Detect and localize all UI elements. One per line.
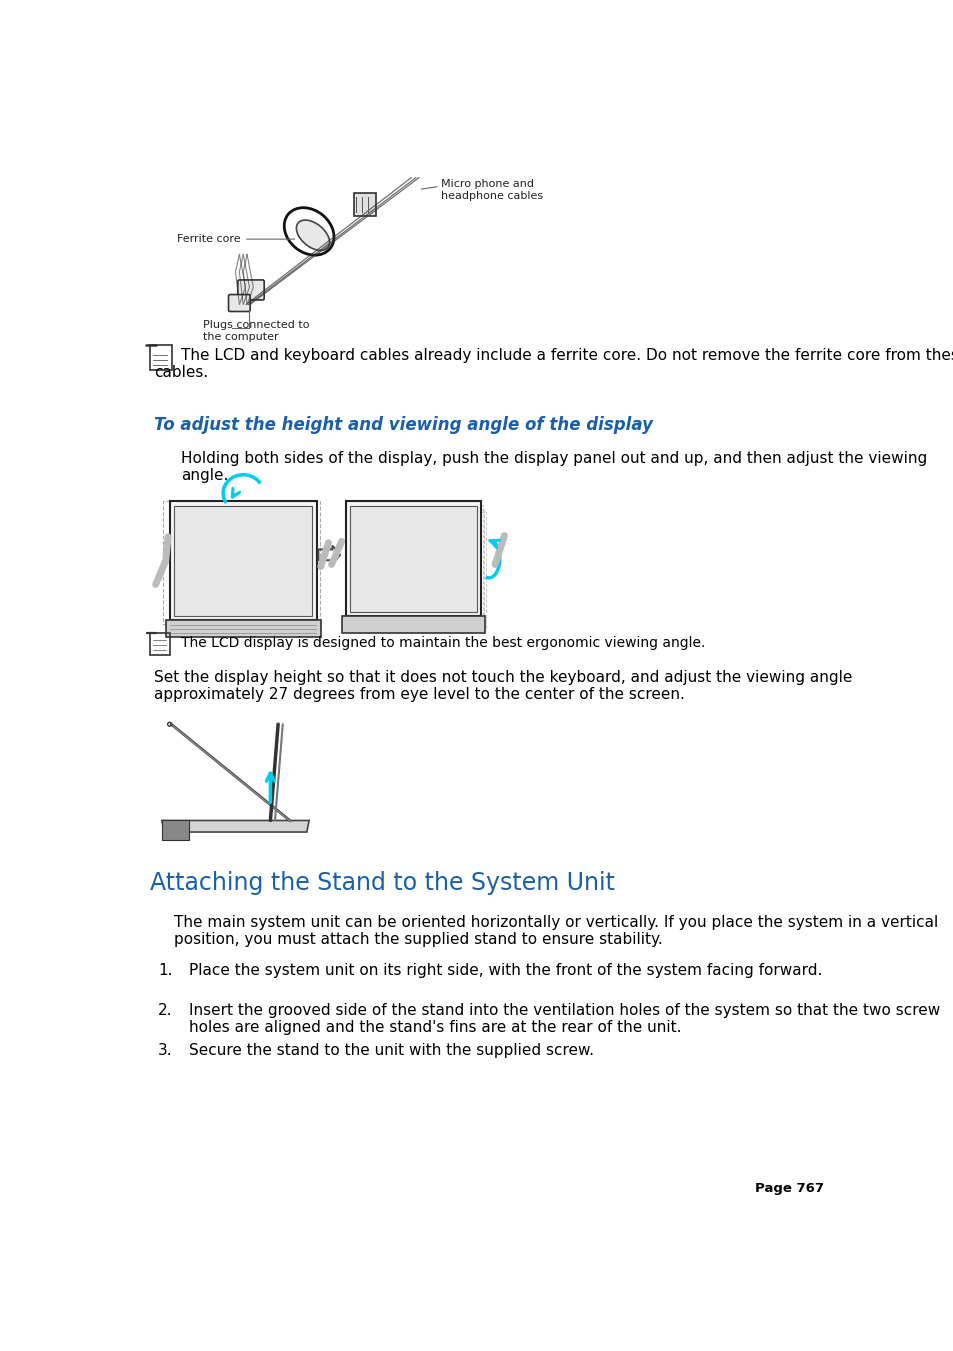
Bar xyxy=(349,505,482,620)
Bar xyxy=(350,505,476,612)
Text: position, you must attach the supplied stand to ensure stability.: position, you must attach the supplied s… xyxy=(173,932,661,947)
Text: 1.: 1. xyxy=(158,963,172,978)
Text: approximately 27 degrees from eye level to the center of the screen.: approximately 27 degrees from eye level … xyxy=(154,688,684,703)
Bar xyxy=(163,501,319,624)
Polygon shape xyxy=(162,820,309,832)
Bar xyxy=(353,508,484,624)
Text: To adjust the height and viewing angle of the display: To adjust the height and viewing angle o… xyxy=(154,416,653,434)
Ellipse shape xyxy=(296,220,330,250)
Text: Plugs connected to
the computer: Plugs connected to the computer xyxy=(203,320,309,342)
Text: The LCD display is designed to maintain the best ergonomic viewing angle.: The LCD display is designed to maintain … xyxy=(181,636,705,650)
Text: Holding both sides of the display, push the display panel out and up, and then a: Holding both sides of the display, push … xyxy=(181,451,926,466)
Bar xyxy=(345,501,480,616)
Text: Page 767: Page 767 xyxy=(754,1182,822,1196)
Text: angle.: angle. xyxy=(181,467,229,482)
Bar xyxy=(174,505,312,616)
FancyBboxPatch shape xyxy=(237,280,264,300)
Text: cables.: cables. xyxy=(154,365,208,380)
FancyBboxPatch shape xyxy=(354,193,375,216)
Bar xyxy=(162,820,189,840)
Text: Insert the grooved side of the stand into the ventilation holes of the system so: Insert the grooved side of the stand int… xyxy=(189,1002,940,1017)
Bar xyxy=(345,501,480,616)
Text: Attaching the Stand to the System Unit: Attaching the Stand to the System Unit xyxy=(150,870,615,894)
Text: 3.: 3. xyxy=(158,1043,172,1058)
Text: Micro phone and
headphone cables: Micro phone and headphone cables xyxy=(440,180,542,201)
Text: The LCD and keyboard cables already include a ferrite core. Do not remove the fe: The LCD and keyboard cables already incl… xyxy=(181,347,953,362)
FancyBboxPatch shape xyxy=(229,295,250,312)
Text: holes are aligned and the stand's fins are at the rear of the unit.: holes are aligned and the stand's fins a… xyxy=(189,1020,680,1035)
Bar xyxy=(166,620,320,638)
Text: Ferrite core: Ferrite core xyxy=(177,234,294,245)
Bar xyxy=(356,512,485,628)
Text: 2.: 2. xyxy=(158,1002,172,1017)
Bar xyxy=(341,616,484,634)
Text: The main system unit can be oriented horizontally or vertically. If you place th: The main system unit can be oriented hor… xyxy=(173,915,937,931)
Text: Secure the stand to the unit with the supplied screw.: Secure the stand to the unit with the su… xyxy=(189,1043,594,1058)
Text: Set the display height so that it does not touch the keyboard, and adjust the vi: Set the display height so that it does n… xyxy=(154,670,852,685)
Text: Place the system unit on its right side, with the front of the system facing for: Place the system unit on its right side,… xyxy=(189,963,821,978)
Bar xyxy=(170,501,316,620)
